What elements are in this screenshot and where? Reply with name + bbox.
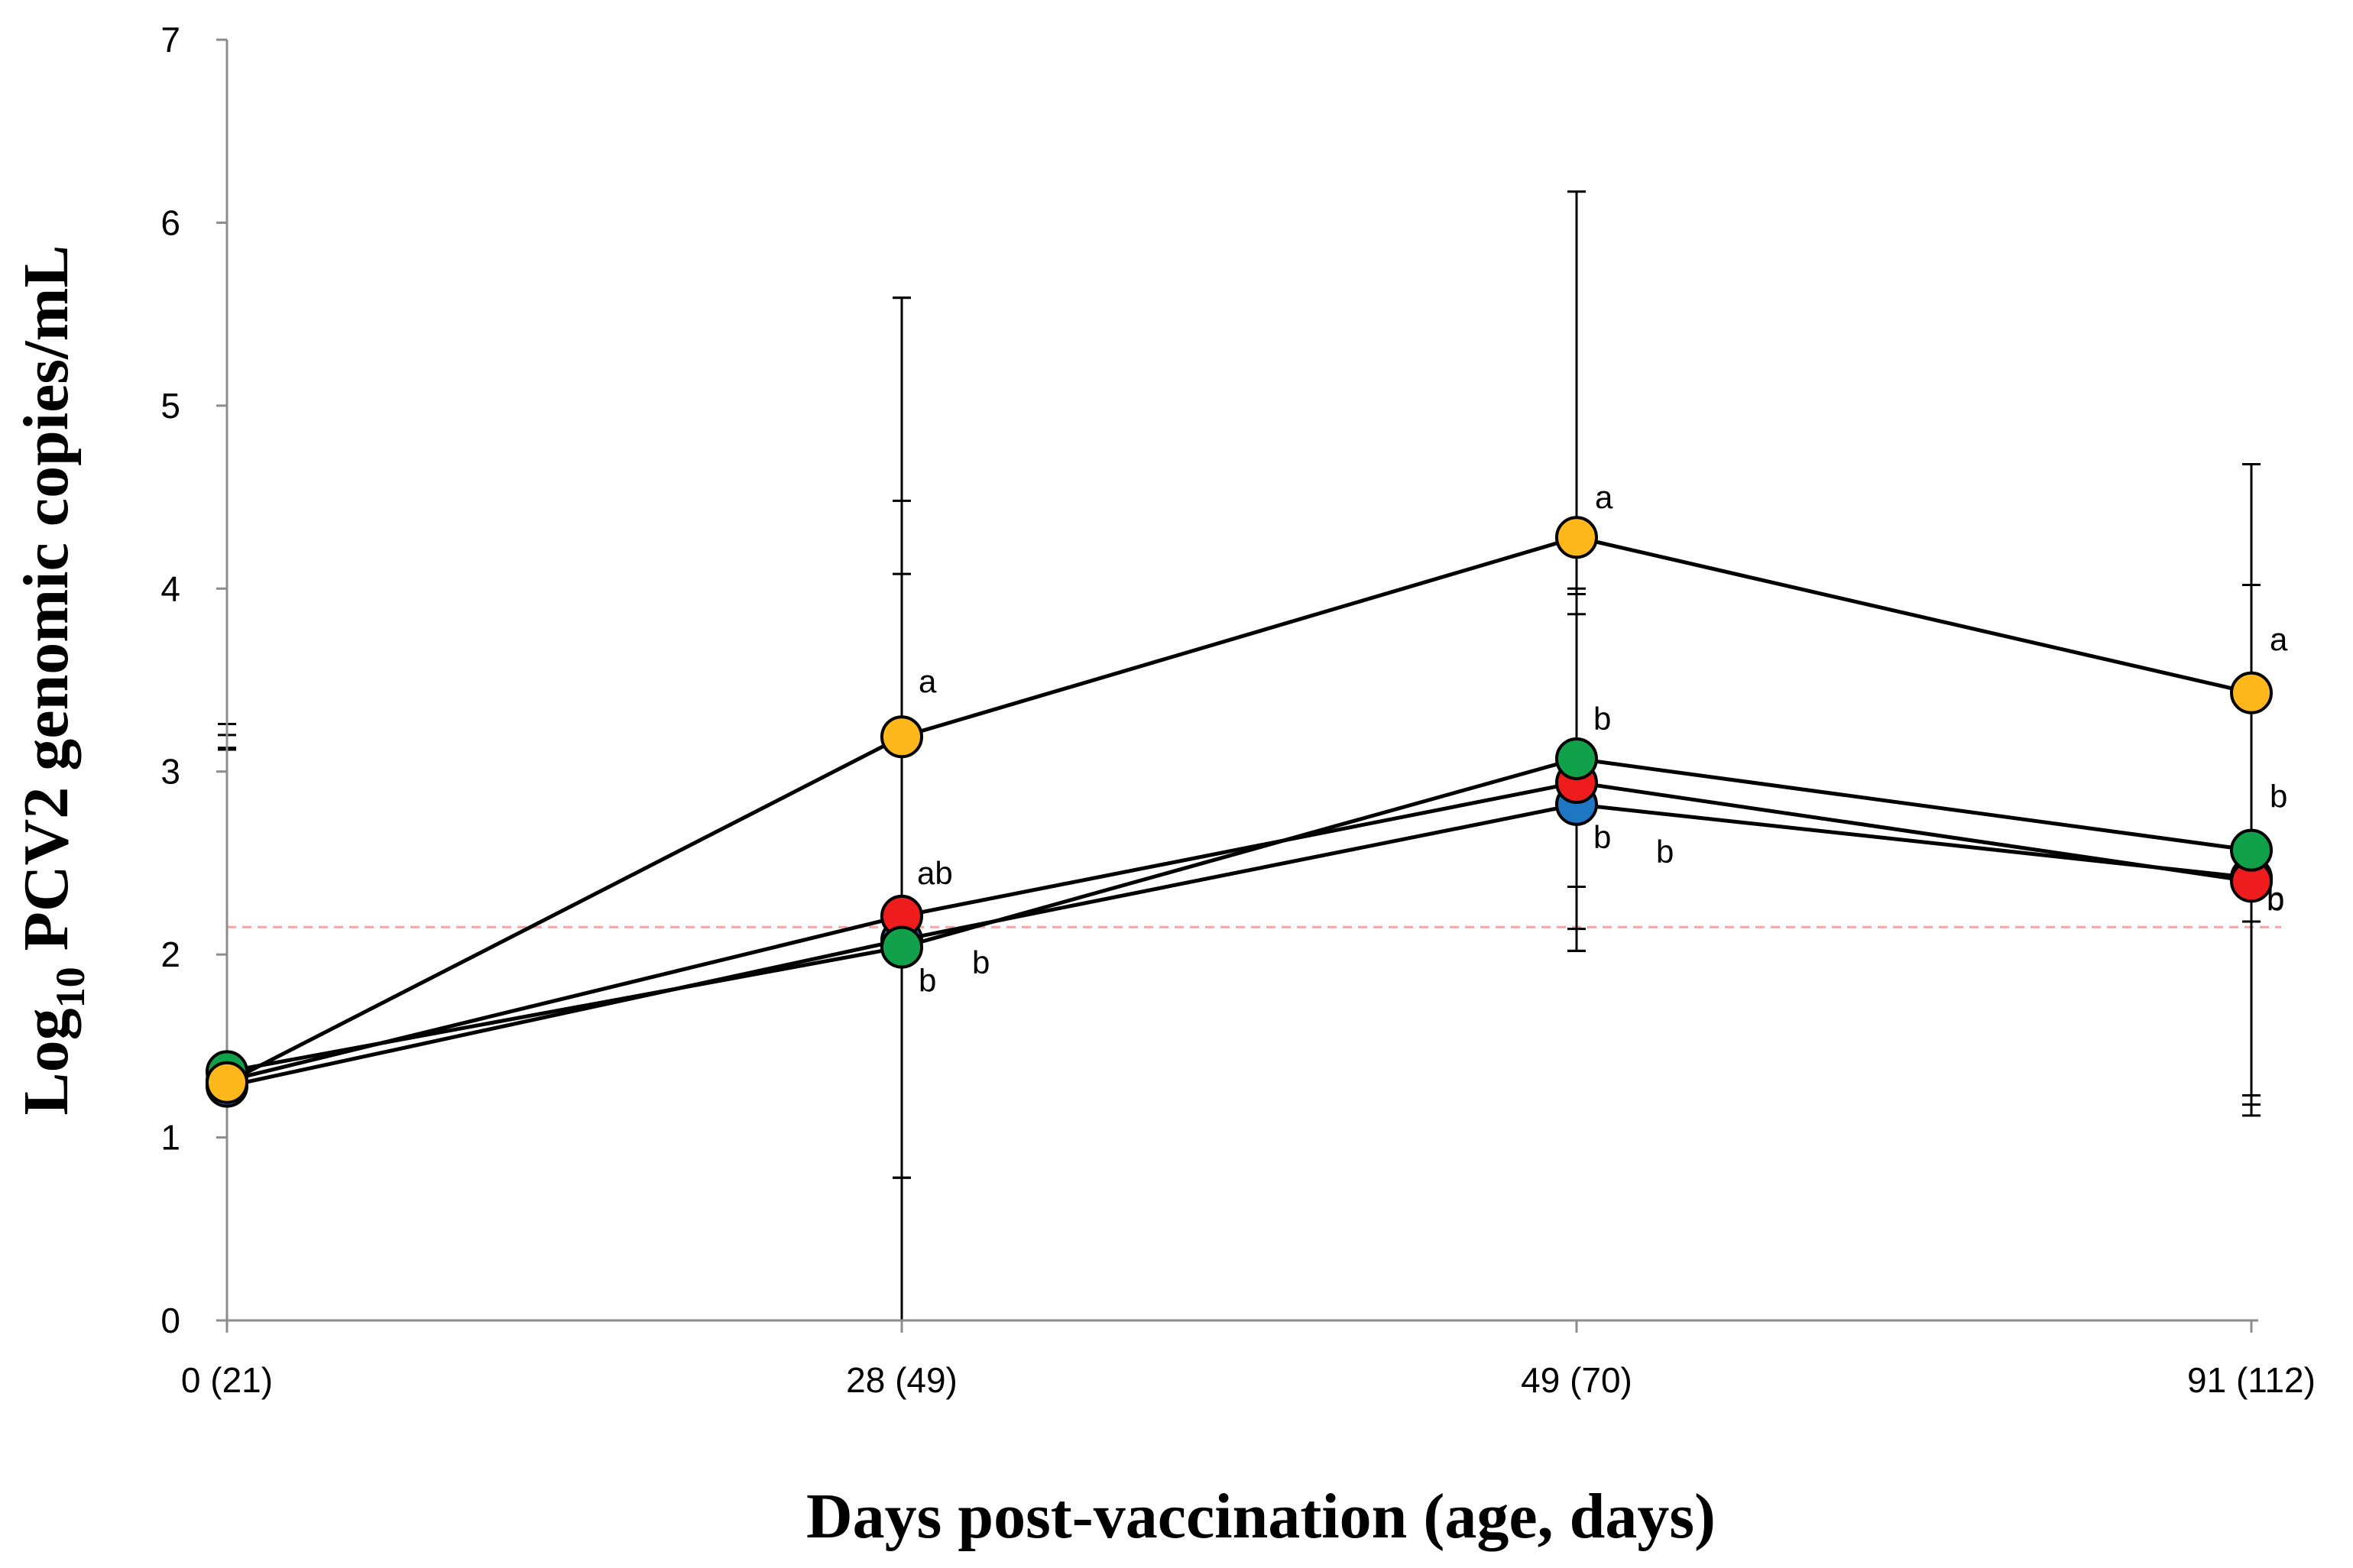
x-tick-label-1: 28 (49) xyxy=(846,1360,958,1400)
series-line-2 xyxy=(226,756,2252,1074)
error-bars xyxy=(218,190,2261,1322)
y-axis-title: Log10 PCV2 genomic copies/mL xyxy=(11,245,93,1116)
marker-2-2 xyxy=(1555,737,1598,780)
marker-3-2 xyxy=(1555,516,1598,559)
point-label-2-3: b xyxy=(2270,779,2287,815)
point-label-1-2: b xyxy=(1593,819,1611,855)
point-label-2-1: b xyxy=(919,963,936,999)
point-label-0-2: b xyxy=(1656,834,1674,870)
y-tick-label-3: 3 xyxy=(160,752,180,792)
marker-3-3 xyxy=(2230,671,2273,714)
point-label-0-1: b xyxy=(972,944,990,980)
markers xyxy=(206,516,2273,1108)
point-label-1-1: ab xyxy=(917,855,953,891)
y-tick-label-7: 7 xyxy=(160,20,180,60)
y-tick-label-4: 4 xyxy=(160,569,180,608)
point-label-3-1: a xyxy=(919,663,937,699)
series-line-1 xyxy=(226,780,2252,1083)
x-tick-label-3: 91 (112) xyxy=(2187,1360,2316,1400)
y-tick-label-5: 5 xyxy=(160,386,180,426)
y-tick-label-1: 1 xyxy=(160,1118,180,1158)
point-label-0-3: b xyxy=(2267,881,2284,917)
marker-2-1 xyxy=(880,925,923,969)
y-ticks: 0 1 2 3 4 5 6 7 xyxy=(160,20,227,1340)
x-axis-title: Days post-vaccination (age, days) xyxy=(806,1481,1716,1552)
y-tick-label-2: 2 xyxy=(160,935,180,974)
y-axis-title-main: Log xyxy=(11,1008,82,1115)
marker-2-3 xyxy=(2230,828,2273,872)
x-tick-label-0: 0 (21) xyxy=(181,1360,273,1400)
marker-3-0 xyxy=(206,1061,248,1104)
x-tick-label-2: 49 (70) xyxy=(1521,1360,1632,1400)
y-tick-label-0: 0 xyxy=(160,1301,180,1340)
y-tick-label-6: 6 xyxy=(160,202,180,242)
point-label-3-2: a xyxy=(1595,479,1613,515)
point-label-3-3: a xyxy=(2270,621,2288,657)
point-label-2-2: b xyxy=(1593,701,1611,737)
y-axis-title-rest: PCV2 genomic copies/mL xyxy=(11,245,82,967)
x-ticks: 0 (21) 28 (49) 49 (70) 91 (112) xyxy=(181,1320,2316,1400)
series-line-3 xyxy=(225,535,2252,1084)
point-label-1-3: b xyxy=(2267,881,2284,917)
series-lines xyxy=(225,535,2252,1088)
series-line-0 xyxy=(226,802,2252,1088)
y-axis-title-subscript: 10 xyxy=(47,967,93,1008)
marker-3-1 xyxy=(880,715,923,759)
